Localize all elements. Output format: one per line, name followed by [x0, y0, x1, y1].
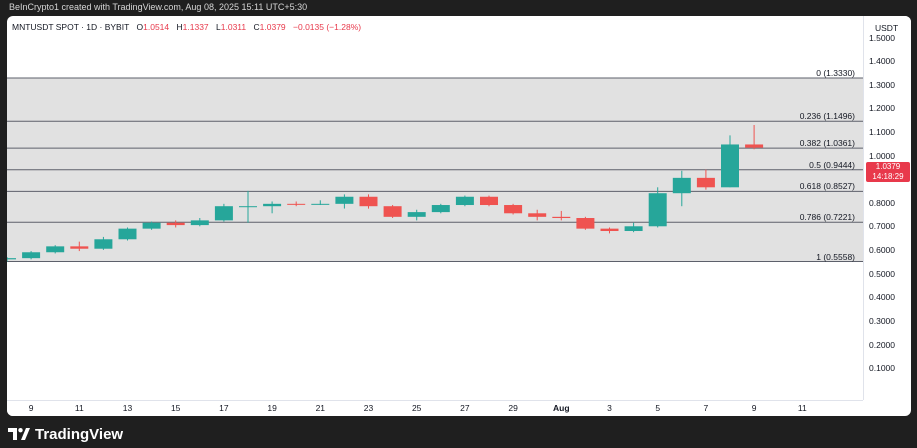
candle-body[interactable]: [600, 228, 619, 232]
time-axis[interactable]: [7, 400, 863, 416]
fib-lines: [7, 77, 863, 263]
time-tick-label: 25: [411, 403, 422, 413]
fib-level-label: 1 (0.5558): [816, 251, 855, 262]
time-tick-label: Aug: [553, 403, 570, 413]
candle-body[interactable]: [214, 206, 233, 221]
close-value: 1.0379: [259, 22, 286, 32]
time-tick-label: 19: [267, 403, 277, 413]
time-tick-label: 11: [74, 403, 84, 413]
fib-level-label: 0 (1.3330): [816, 67, 855, 78]
price-tick-label: 0.4000: [869, 292, 895, 303]
candle-body[interactable]: [745, 144, 764, 148]
price-tick-label: 1.5000: [869, 32, 895, 43]
tradingview-logo-icon: [8, 428, 30, 440]
candle-body[interactable]: [239, 206, 257, 208]
chart-caption: BeInCrypto1 created with TradingView.com…: [9, 2, 308, 12]
currency-label: USDT: [875, 23, 899, 33]
candle-body[interactable]: [46, 246, 65, 253]
candle-body[interactable]: [311, 203, 330, 205]
candle-countdown: 14:18:29: [872, 172, 904, 181]
fib-level-label: 0.236 (1.1496): [799, 111, 855, 122]
price-tick-label: 0.1000: [869, 363, 895, 374]
candle-body[interactable]: [648, 193, 667, 227]
time-tick-label: 9: [28, 403, 34, 413]
candle-body[interactable]: [94, 239, 113, 249]
candle-body[interactable]: [70, 246, 89, 249]
time-tick-label: 27: [460, 403, 470, 413]
price-tick-label: 1.1000: [869, 126, 895, 137]
candle-body[interactable]: [576, 218, 595, 229]
candle-body[interactable]: [22, 252, 41, 259]
time-tick-label: 3: [607, 403, 612, 413]
candle-body[interactable]: [696, 177, 715, 188]
price-axis[interactable]: [863, 16, 911, 400]
candle-body[interactable]: [190, 220, 209, 226]
candle-body[interactable]: [335, 196, 354, 204]
price-tick-label: 0.2000: [869, 339, 895, 350]
candle-body[interactable]: [359, 196, 378, 207]
fib-level-label: 0.618 (0.8527): [799, 181, 855, 192]
price-tick-label: 0.3000: [869, 315, 895, 326]
candle-body[interactable]: [118, 228, 137, 240]
candle-body[interactable]: [431, 205, 450, 213]
candle-body[interactable]: [721, 144, 739, 188]
time-tick-label: 17: [219, 403, 229, 413]
candle-body[interactable]: [552, 216, 571, 219]
fib-level-label: 0.382 (1.0361): [799, 138, 855, 149]
price-tick-label: 0.5000: [869, 268, 895, 279]
time-tick-label: 13: [122, 403, 133, 413]
time-tick-label: 7: [703, 403, 709, 413]
fib-level-label: 0.5 (0.9444): [809, 159, 855, 170]
change-value: −0.0135 (−1.28%): [293, 22, 362, 32]
price-tick-label: 1.3000: [869, 79, 895, 90]
tradingview-brand[interactable]: TradingView: [8, 424, 123, 444]
price-tick-label: 0.7000: [869, 221, 895, 232]
candle-body[interactable]: [528, 213, 547, 217]
last-price-value: 1.0379: [875, 162, 901, 171]
last-price-badge: 1.0379 14:18:29: [866, 162, 910, 182]
candle-body[interactable]: [166, 222, 185, 226]
price-tick-label: 1.2000: [869, 103, 895, 114]
low-value: 1.0311: [220, 22, 247, 32]
candle-body[interactable]: [263, 203, 282, 207]
high-value: 1.1337: [182, 22, 209, 32]
candles: [7, 125, 764, 262]
brand-name: TradingView: [35, 425, 124, 443]
time-tick-label: 9: [751, 403, 757, 413]
candle-body[interactable]: [407, 212, 426, 217]
price-tick-label: 1.0000: [869, 150, 895, 161]
plot-area[interactable]: [7, 16, 863, 400]
time-tick-label: 15: [170, 403, 181, 413]
high-label: H: [176, 22, 183, 32]
time-tick-label: 11: [797, 403, 807, 413]
open-value: 1.0514: [143, 22, 170, 32]
candle-body[interactable]: [672, 177, 691, 194]
open-label: O: [136, 22, 144, 32]
low-label: L: [216, 22, 221, 32]
price-tick-label: 0.8000: [869, 197, 895, 208]
candle-body[interactable]: [504, 205, 523, 214]
price-tick-label: 0.6000: [869, 245, 895, 256]
fib-level-label: 0.786 (0.7221): [799, 212, 855, 223]
chart-panel: MNTUSDT SPOT · 1D · BYBIT O1.0514 H1.133…: [7, 16, 911, 416]
time-tick-label: 21: [315, 403, 326, 413]
candle-body[interactable]: [624, 226, 643, 232]
symbol-legend: MNTUSDT SPOT · 1D · BYBIT O1.0514 H1.133…: [12, 22, 361, 32]
time-tick-label: 5: [655, 403, 661, 413]
candle-body[interactable]: [142, 222, 161, 229]
candle-body[interactable]: [287, 203, 306, 205]
candle-body[interactable]: [7, 258, 16, 260]
time-tick-label: 23: [363, 403, 374, 413]
candle-body[interactable]: [383, 206, 402, 217]
candle-body[interactable]: [455, 196, 474, 206]
candle-body[interactable]: [480, 196, 498, 206]
price-tick-label: 1.4000: [869, 56, 895, 67]
symbol-info[interactable]: MNTUSDT SPOT · 1D · BYBIT: [12, 22, 130, 32]
time-tick-label: 29: [508, 403, 518, 413]
close-label: C: [253, 22, 260, 32]
